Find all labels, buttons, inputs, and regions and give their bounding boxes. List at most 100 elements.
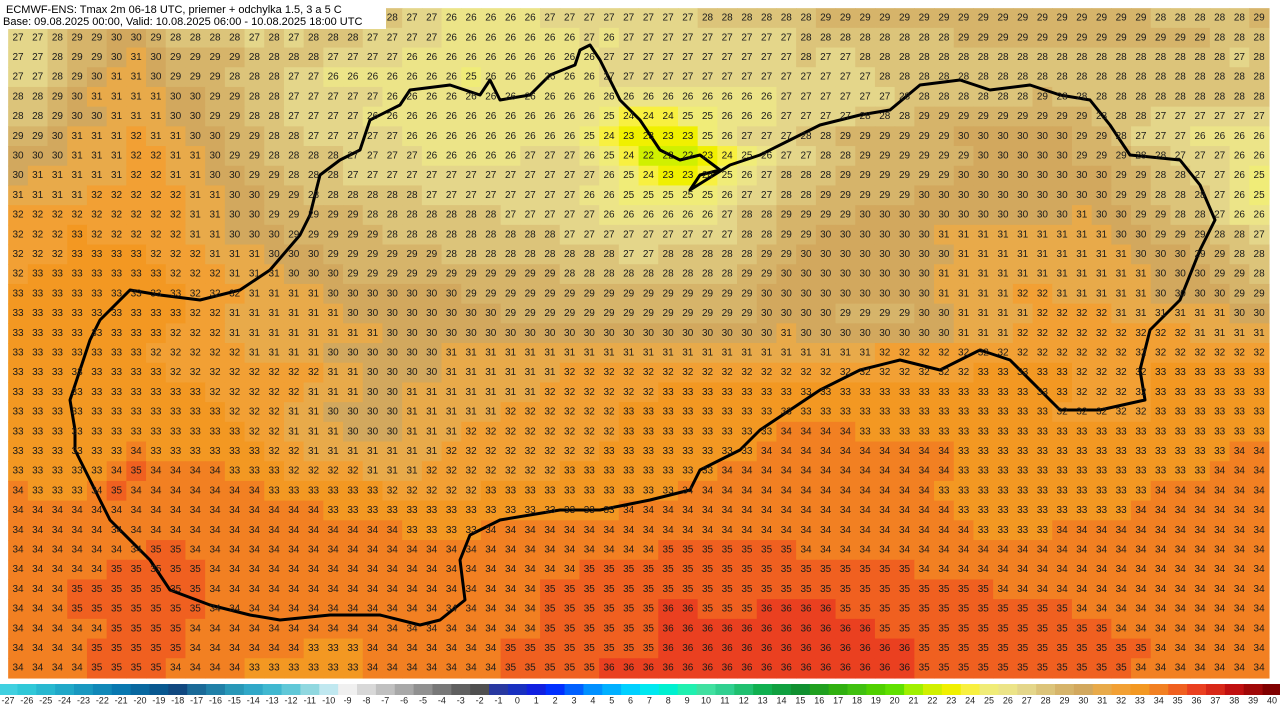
cell-value: 35 [663,564,675,575]
cell-value: 27 [741,131,753,142]
cell-value: 30 [1096,210,1108,221]
cell-value: 34 [840,505,852,516]
cell-value: 28 [1096,111,1108,122]
cell-value: 30 [899,288,911,299]
cell-value: 28 [702,13,714,24]
cell-value: 34 [32,545,44,556]
cell-value: 32 [564,407,576,418]
cell-value: 33 [347,485,359,496]
cell-value: 27 [682,13,694,24]
cell [1012,86,1034,108]
cell [796,8,817,29]
cell-value: 33 [741,426,753,437]
cell-value: 34 [387,564,399,575]
cell-value: 27 [741,52,753,63]
cell-value: 33 [91,328,103,339]
cell-value: 29 [229,131,241,142]
cell [8,27,29,49]
cell-value: 35 [72,604,84,615]
cell-value: 26 [446,131,458,142]
colorbar-label: -19 [152,695,165,705]
cell-value: 35 [91,643,103,654]
cell-value: 28 [466,229,478,240]
cell-value: 33 [387,505,399,516]
cell-value: 29 [249,131,261,142]
cell-value: 30 [249,229,261,240]
cell-value: 33 [131,387,143,398]
cell-value: 26 [505,91,517,102]
cell-value: 33 [131,367,143,378]
cell-value: 27 [32,32,44,43]
cell-value: 30 [387,328,399,339]
cell [362,27,384,49]
cell-value: 27 [505,210,517,221]
cell-value: 28 [682,249,694,260]
cell-value: 29 [919,131,931,142]
cell-value: 26 [505,52,517,63]
cell-value: 34 [209,604,221,615]
cell-value: 32 [938,367,950,378]
cell-value: 32 [584,407,596,418]
cell-value: 29 [485,288,497,299]
cell-value: 32 [741,367,753,378]
cell-value: 29 [1037,13,1049,24]
colorbar-label: 21 [909,695,919,705]
cell-value: 32 [643,387,655,398]
cell-value: 32 [564,446,576,457]
cell-value: 34 [446,643,458,654]
cell-value: 31 [840,348,852,359]
cell-value: 30 [328,288,340,299]
cell-value: 28 [702,249,714,260]
cell-value: 26 [722,111,734,122]
cell-value: 33 [12,288,24,299]
cell-value: 31 [328,446,340,457]
cell-value: 28 [919,32,931,43]
cell-value: 29 [741,269,753,280]
cell-value: 32 [1057,407,1069,418]
colorbar-swatch [583,684,603,695]
cell-value: 33 [840,407,852,418]
cell-value: 30 [840,229,852,240]
cell-value: 33 [800,407,812,418]
cell-value: 34 [781,446,793,457]
colorbar-swatch [1073,684,1094,695]
cell [421,67,443,88]
colorbar-swatch [526,684,547,695]
cell-value: 34 [190,663,202,674]
cell-value: 27 [406,151,418,162]
cell-value: 36 [682,643,694,654]
cell-value: 30 [387,387,399,398]
cell-value: 30 [466,308,478,319]
cell-value: 29 [781,210,793,221]
cell-value: 29 [1116,32,1128,43]
cell-value: 27 [288,111,300,122]
cell-value: 33 [1234,367,1246,378]
cell [343,86,364,108]
cell-value: 33 [722,446,734,457]
cell-value: 35 [761,545,773,556]
cell-value: 35 [1057,604,1069,615]
colorbar-label: -4 [438,695,446,705]
cell [677,27,699,49]
cell-value: 35 [1017,643,1029,654]
cell-value: 33 [12,407,24,418]
cell-value: 33 [623,466,635,477]
cell-value: 34 [190,485,202,496]
cell-value: 34 [1076,584,1088,595]
cell-value: 33 [702,426,714,437]
cell-value: 29 [544,288,556,299]
cell-value: 27 [1234,52,1246,63]
cell-value: 33 [328,485,340,496]
cell-value: 31 [938,269,950,280]
cell-value: 34 [446,564,458,575]
cell-value: 33 [1017,426,1029,437]
cell-value: 30 [1017,190,1029,201]
cell-value: 33 [1017,407,1029,418]
cell-value: 33 [860,426,872,437]
cell-value: 33 [308,643,320,654]
cell-value: 32 [190,269,202,280]
cell-value: 27 [643,13,655,24]
colorbar-swatch [470,684,490,695]
cell-value: 35 [997,643,1009,654]
